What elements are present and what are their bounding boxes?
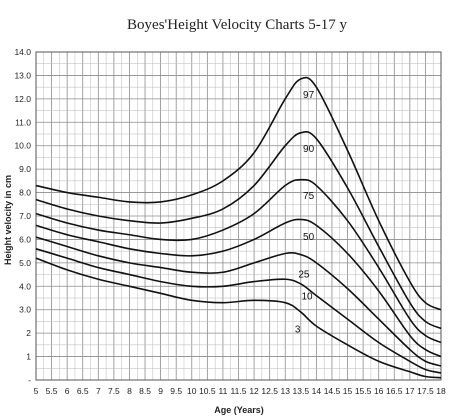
x-tick-label: 16.5 [386, 386, 403, 396]
percentile-curve-10 [35, 248, 442, 374]
y-axis-label: Height velocity in cm [3, 175, 13, 265]
x-tick-label: 11.5 [231, 386, 247, 396]
x-tick-label: 8.5 [139, 386, 151, 396]
grid [35, 51, 442, 381]
percentile-curve-3 [35, 257, 442, 379]
x-tick-label: 6.5 [77, 386, 89, 396]
percentile-curve-50 [35, 218, 442, 358]
x-tick-label: 18 [436, 386, 446, 396]
chart-title: Boyes'Height Velocity Charts 5-17 y [127, 17, 347, 33]
y-tick-label: 9.0 [19, 164, 31, 174]
x-tick-label: 8 [127, 386, 132, 396]
percentile-label-3: 3 [295, 324, 301, 335]
x-tick-label: 16 [374, 386, 384, 396]
y-tick-label: 3.0 [19, 305, 31, 315]
percentile-curve-97 [35, 76, 442, 311]
y-tick-label: 14.0 [14, 47, 31, 57]
x-tick-label: 5 [34, 386, 39, 396]
x-tick-label: 7 [96, 386, 101, 396]
x-axis-label: Age (Years) [214, 405, 264, 415]
y-tick-label: 11.0 [15, 117, 31, 127]
y-tick-label: 5.0 [19, 258, 31, 268]
percentile-label-50: 50 [303, 232, 315, 243]
x-tick-label: 13.5 [293, 386, 310, 396]
x-tick-label: 15 [343, 386, 353, 396]
x-tick-label: 10 [187, 386, 197, 396]
x-tick-label: 14.5 [324, 386, 341, 396]
percentile-labels: 97 90 75 50 25 10 3 [295, 90, 315, 335]
y-tick-label: 4.0 [19, 281, 31, 291]
percentile-curve-90 [35, 130, 442, 330]
x-tick-label: 12.5 [261, 386, 278, 396]
y-axis-ticks: - 1 2 3.0 4.0 5.0 6.0 7.0 8.0 9.0 10.0 11.0 12.0 13.0… [14, 47, 31, 385]
percentile-label-90: 90 [303, 144, 315, 155]
x-tick-label: 10.5 [199, 386, 216, 396]
y-tick-label: 8.0 [19, 188, 31, 198]
plot-frame [35, 51, 442, 381]
x-tick-label: 7.5 [108, 386, 120, 396]
y-tick-label: 6.0 [19, 234, 31, 244]
y-tick-label: - [28, 375, 31, 385]
x-tick-label: 15.5 [355, 386, 372, 396]
percentile-curves [35, 76, 442, 379]
y-tick-label: 1 [26, 352, 31, 362]
y-tick-label: 13.0 [14, 70, 31, 80]
x-tick-label: 6 [65, 386, 70, 396]
x-tick-label: 12 [249, 386, 259, 396]
y-tick-label: 2 [26, 328, 31, 338]
percentile-label-25: 25 [298, 269, 310, 280]
x-tick-label: 13 [280, 386, 290, 396]
percentile-label-75: 75 [303, 191, 315, 202]
x-tick-label: 14 [312, 386, 322, 396]
x-tick-label: 9.5 [170, 386, 182, 396]
percentile-label-97: 97 [303, 90, 315, 101]
x-tick-label: 5.5 [46, 386, 58, 396]
y-tick-label: 12.0 [14, 94, 31, 104]
percentile-label-10: 10 [301, 292, 313, 303]
x-tick-label: 17.5 [417, 386, 434, 396]
x-tick-label: 17 [405, 386, 415, 396]
y-tick-label: 10.0 [14, 141, 31, 151]
x-axis-ticks: 5 5.5 6 6.5 7 7.5 8 8.5 9 9.5 10 10.5 11 11.5 12 12.5 13… [34, 386, 446, 396]
y-tick-label: 7.0 [19, 211, 31, 221]
percentile-curve-75 [35, 178, 442, 344]
x-tick-label: 11 [219, 386, 228, 396]
percentile-curve-25 [35, 236, 442, 367]
x-tick-label: 9 [158, 386, 163, 396]
